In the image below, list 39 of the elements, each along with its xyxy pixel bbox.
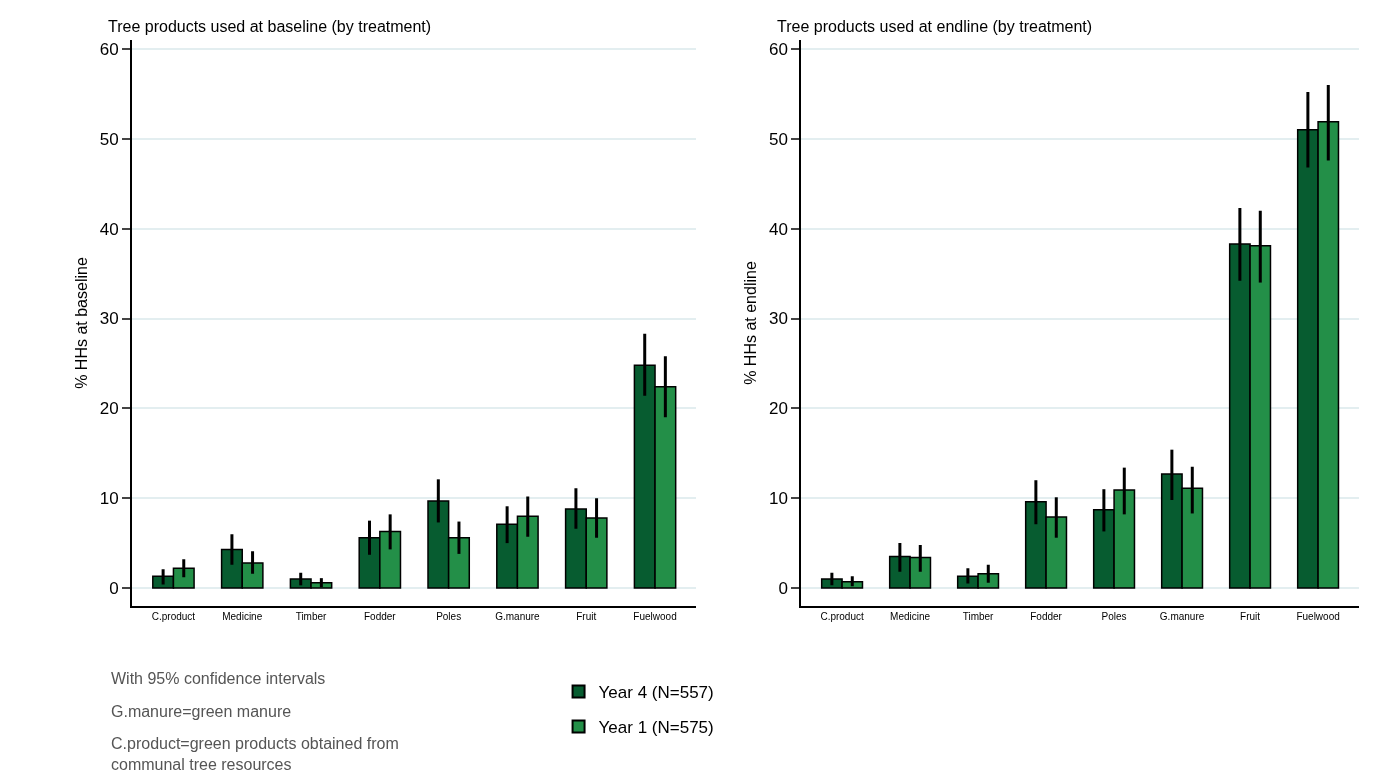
y-tick-label: 30	[768, 309, 788, 329]
y-tick-label: 40	[99, 219, 119, 239]
y-tick-label: 0	[109, 578, 119, 598]
y-tick-label: 0	[778, 578, 788, 598]
y-tick-label: 20	[768, 399, 788, 419]
y-tick-label: 20	[99, 399, 119, 419]
y-tick-label: 10	[99, 489, 119, 509]
x-tick-label: Poles	[436, 611, 462, 622]
y-axis-title: % HHs at baseline	[73, 257, 91, 389]
x-tick-label: Timber	[962, 611, 995, 622]
legend-label: Year 1 (N=575)	[598, 718, 714, 738]
x-tick-label: Fodder	[1030, 611, 1063, 622]
x-tick-label: Fodder	[364, 611, 397, 622]
x-tick-label: Fuelwood	[633, 611, 677, 622]
y-tick-label: 30	[99, 309, 119, 329]
y-tick-label: 50	[99, 129, 119, 149]
x-tick-label: Poles	[1101, 611, 1127, 622]
y-tick-label: 10	[768, 489, 788, 509]
x-tick-label: Fuelwood	[1296, 611, 1340, 622]
x-tick-label: C.product	[820, 611, 864, 622]
x-tick-label: Fruit	[576, 611, 597, 622]
chart-title: Tree products used at baseline (by treatment)	[108, 18, 432, 35]
y-tick-label: 40	[768, 219, 788, 239]
y-tick-label: 50	[768, 129, 788, 149]
text: With 95% confidence intervals	[111, 670, 326, 687]
x-tick-label: G.manure	[1159, 611, 1205, 622]
x-tick-label: Fruit	[1240, 611, 1261, 622]
x-tick-label: C.product	[151, 611, 196, 622]
y-tick-label: 60	[99, 39, 119, 59]
text: G.manure=green manure	[111, 703, 292, 720]
x-tick-label: Medicine	[222, 611, 263, 622]
y-tick-label: 60	[768, 39, 788, 59]
text: C.product=green products obtained from communal tree resources	[111, 735, 399, 773]
x-tick-label: Timber	[295, 611, 328, 622]
x-tick-label: G.manure	[495, 611, 541, 622]
chart-title: Tree products used at endline (by treatment)	[777, 18, 1093, 35]
y-axis-title: % HHs at endline	[742, 261, 760, 385]
legend-label: Year 4 (N=557)	[598, 683, 714, 703]
x-tick-label: Medicine	[890, 611, 931, 622]
